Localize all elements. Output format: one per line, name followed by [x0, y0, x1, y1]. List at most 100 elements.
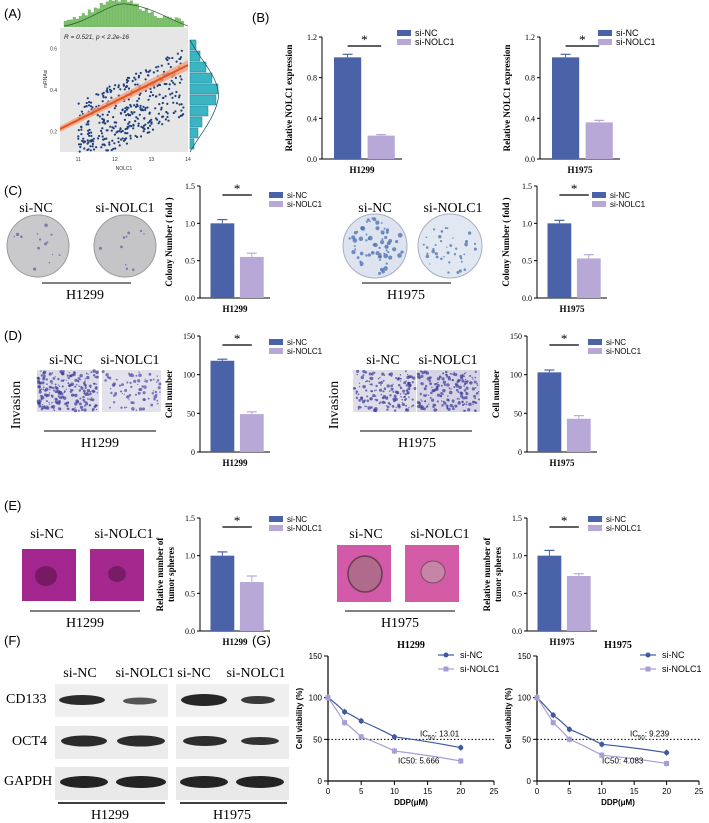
invading-cell	[355, 390, 359, 393]
scatter-point	[129, 134, 132, 137]
scatter-point	[95, 146, 98, 149]
scatter-point	[83, 105, 86, 108]
invading-cell	[40, 399, 43, 401]
scatter-point	[89, 101, 93, 104]
scatter-point	[103, 122, 106, 125]
scatter-point	[149, 124, 152, 127]
histogram-bar	[126, 2, 130, 28]
histogram-bar	[63, 21, 67, 28]
speck	[388, 238, 393, 243]
y-axis-label: tumor spheres	[166, 547, 176, 602]
x-tick-label: 15	[423, 787, 432, 796]
invading-cell	[94, 386, 98, 390]
scatter-point	[105, 137, 108, 140]
y-tick-label: 0.0	[307, 155, 317, 164]
invading-cell	[152, 378, 155, 381]
x-axis-label: H1975	[559, 304, 585, 314]
marginal-bar	[189, 138, 195, 150]
tumor-sphere	[420, 560, 446, 584]
invading-cell	[356, 369, 360, 373]
scatter-point	[178, 57, 181, 61]
scatter-point	[157, 112, 160, 115]
scatter-point	[180, 49, 183, 52]
y-axis-label: Colony Number ( fold )	[501, 197, 511, 286]
y-axis-label: Cell viability (%)	[295, 687, 304, 749]
speck	[385, 262, 388, 265]
invading-cell	[400, 387, 403, 390]
invading-cell	[91, 398, 95, 402]
scatter-point	[91, 106, 94, 109]
invading-cell	[364, 371, 368, 374]
c-h1299-si-nc-label: si-NC	[19, 201, 52, 216]
invading-cell	[449, 403, 454, 408]
marginal-bar	[189, 105, 209, 117]
chart-b-h1975: 0.0 0.4 0.8 1.2 * Relative NOLC1 expression H1…	[502, 28, 656, 175]
legend-swatch-si-nc	[598, 30, 612, 36]
invading-cell	[105, 372, 109, 377]
speck	[397, 253, 402, 258]
invasion-images-h1975: Invasion si-NC si-NOLC1 H1975	[327, 353, 481, 451]
invading-cell	[403, 381, 407, 385]
invading-cell	[402, 389, 406, 393]
scatter-point	[86, 97, 89, 100]
invading-cell	[375, 398, 379, 402]
scatter-point	[118, 130, 121, 133]
invading-cell	[377, 377, 380, 380]
legend-si-nc: si-NC	[287, 515, 307, 524]
x-axis-label: H1299	[222, 637, 248, 647]
speck	[379, 258, 382, 261]
invading-cell	[420, 382, 424, 386]
speck	[51, 253, 54, 256]
invading-cell	[445, 370, 448, 374]
scatter-point	[133, 111, 136, 114]
scatter-point	[166, 56, 169, 59]
invading-cell	[85, 372, 88, 375]
scatter-point	[175, 102, 179, 105]
invading-cell	[375, 384, 378, 388]
scatter-point	[144, 108, 147, 112]
x-axis-label: H1975	[549, 637, 575, 647]
invading-cell	[472, 378, 474, 380]
regression-line	[59, 64, 189, 130]
legend-si-nc: si-NC	[606, 515, 626, 524]
legend-marker-si-nolc1	[645, 666, 651, 672]
invading-cell	[88, 398, 90, 400]
speck	[395, 240, 399, 244]
invading-cell	[379, 376, 381, 379]
scatter-point	[106, 149, 109, 152]
invading-cell	[67, 382, 70, 385]
panel-label-d: (D)	[4, 328, 22, 343]
invading-cell	[436, 383, 440, 388]
scatter-point	[161, 101, 164, 105]
scatter-point	[147, 121, 150, 124]
speck	[438, 235, 442, 239]
scatter-point	[165, 110, 168, 114]
scatter-point	[179, 56, 183, 59]
chart-e-h1975: 0.0 0.5 1.0 1.5 * Relative number of tumor sph…	[482, 513, 642, 647]
invading-cell	[412, 376, 416, 380]
scatter-point	[133, 104, 136, 107]
scatter-point	[144, 107, 147, 110]
invading-cell	[379, 388, 383, 392]
speck	[359, 261, 364, 266]
scatter-x-tick: 11	[76, 157, 81, 163]
speck	[434, 244, 437, 246]
invading-cell	[95, 375, 99, 379]
invading-cell	[92, 391, 94, 393]
legend-si-nolc1: si-NOLC1	[287, 347, 323, 356]
scatter-point	[128, 124, 131, 127]
legend-si-nc: si-NC	[287, 191, 307, 200]
invading-cell	[90, 397, 92, 399]
e-h1299-si-nolc1-label: si-NOLC1	[94, 527, 153, 542]
speck	[99, 246, 102, 250]
invading-cell	[449, 373, 452, 375]
marginal-bar	[189, 116, 203, 128]
invading-cell	[357, 393, 360, 396]
invading-cell	[51, 382, 53, 385]
invading-cell	[90, 371, 93, 374]
invading-cell	[471, 376, 473, 379]
scatter-point	[149, 69, 152, 72]
y-axis-label: Relative NOLC1 expression	[502, 45, 512, 152]
marginal-bar	[189, 83, 219, 95]
bar-si-nolc1	[239, 256, 264, 298]
